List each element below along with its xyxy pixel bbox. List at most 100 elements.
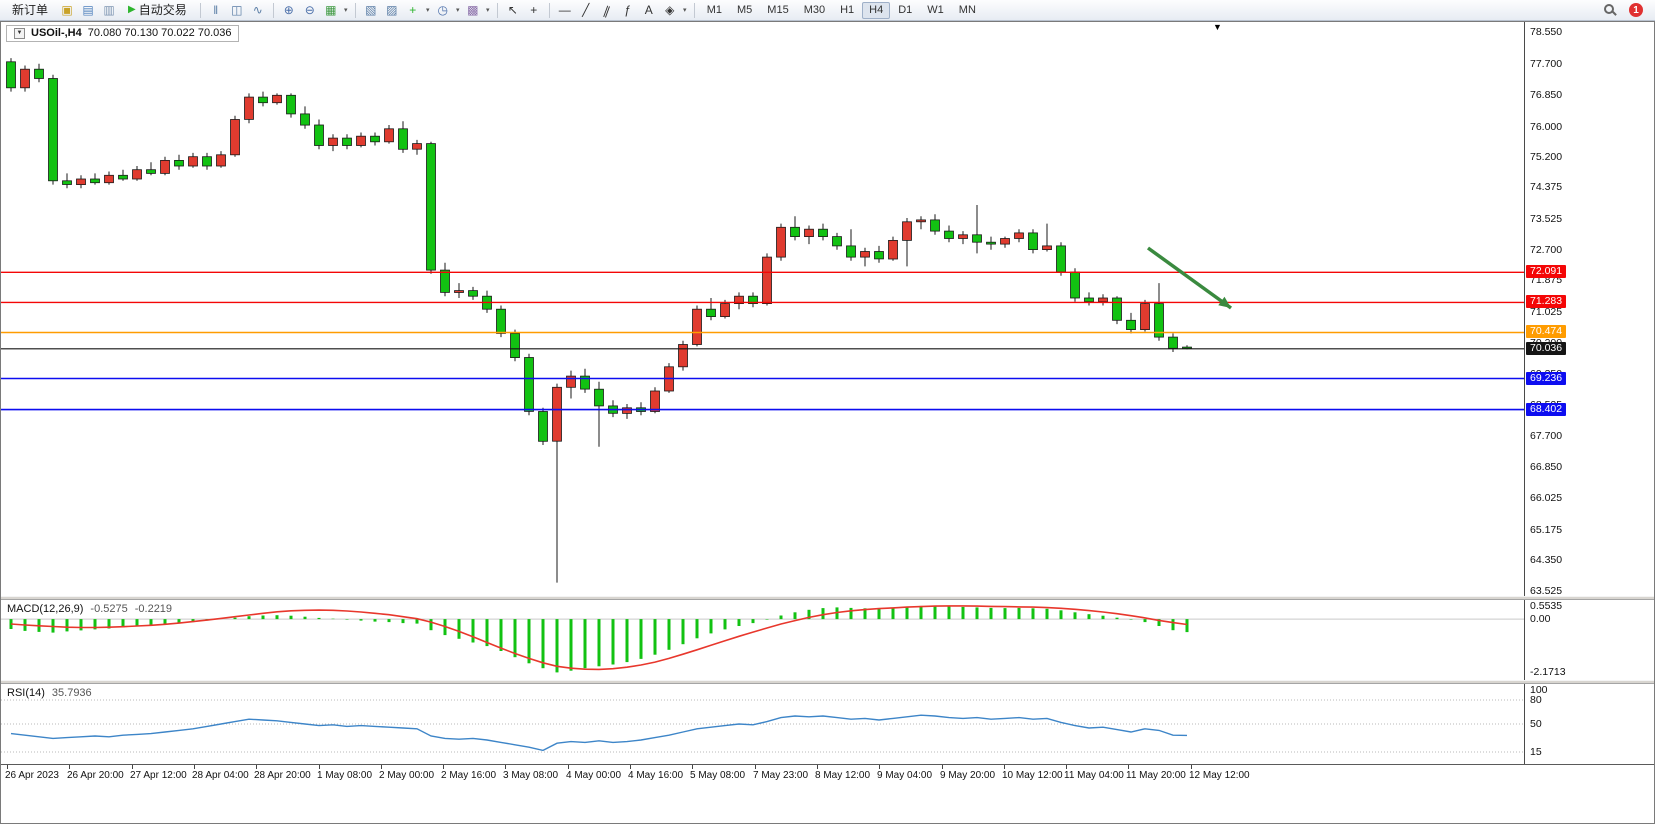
macd-axis-label: -2.1713 — [1530, 666, 1566, 678]
splitter-macd[interactable] — [1, 596, 1654, 600]
rsi-axis-label: 50 — [1530, 718, 1542, 730]
rsi-panel[interactable]: 100 80 50 15 RSI(14) 35.7936 — [1, 684, 1654, 764]
candlestick-chart-icon[interactable]: ◫ — [231, 3, 243, 17]
trend-arrow-head — [1218, 296, 1231, 308]
period-icon[interactable]: ◷ — [437, 3, 448, 17]
fibonacci-icon[interactable]: ƒ — [624, 3, 632, 17]
splitter-rsi[interactable] — [1, 680, 1654, 684]
cursor-icon[interactable]: ↖ — [507, 3, 518, 17]
toolbar-separator — [354, 2, 356, 18]
timeframe-m30[interactable]: M30 — [803, 3, 826, 16]
price-axis-label: 63.525 — [1530, 585, 1563, 597]
time-tick — [69, 765, 70, 769]
text-tool-icon[interactable]: A — [644, 3, 653, 17]
market-watch-icon[interactable]: ▤ — [82, 3, 94, 17]
chart-shift-marker[interactable]: ▼ — [1213, 22, 1222, 32]
navigator-icon[interactable]: ▥ — [103, 3, 115, 17]
time-label: 4 May 00:00 — [566, 770, 622, 781]
time-tick — [942, 765, 943, 769]
timeframe-m5[interactable]: M5 — [737, 3, 753, 16]
macd-label: MACD(12,26,9) -0.5275 -0.2219 — [7, 603, 172, 615]
time-label: 5 May 08:00 — [690, 770, 746, 781]
dropdown-caret-icon[interactable]: ▾ — [485, 7, 490, 14]
toolbar-separator — [272, 2, 274, 18]
time-label: 7 May 23:00 — [753, 770, 809, 781]
macd-signal-line — [10, 605, 1188, 671]
time-tick — [692, 765, 693, 769]
trendline-icon[interactable]: ╱ — [582, 3, 590, 17]
notification-badge[interactable]: 1 — [1629, 3, 1643, 17]
collapse-icon[interactable]: ▼ — [14, 27, 25, 39]
time-tick — [568, 765, 569, 769]
horizontal-line-icon[interactable]: — — [558, 3, 571, 17]
price-axis-label: 73.525 — [1530, 213, 1563, 225]
price-chart-svg[interactable] — [1, 22, 1524, 596]
dropdown-caret-icon[interactable]: ▾ — [455, 7, 460, 14]
price-axis-label: 65.175 — [1530, 524, 1563, 536]
bar-chart-icon[interactable]: ‖ — [213, 3, 219, 17]
time-tick — [1066, 765, 1067, 769]
price-axis-label: 66.025 — [1530, 492, 1563, 504]
macd-histogram — [9, 605, 1189, 673]
chart-title: ▼ USOil-,H4 70.080 70.130 70.022 70.036 — [6, 25, 240, 42]
price-axis-label: 67.700 — [1530, 430, 1563, 442]
macd-svg — [1, 605, 1524, 673]
price-chart-panel[interactable]: 78.550 77.700 76.850 76.000 75.200 74.375 73.5… — [1, 22, 1654, 597]
add-indicator-icon[interactable]: + — [409, 3, 417, 17]
timeframe-h1[interactable]: H1 — [840, 3, 855, 16]
dropdown-caret-icon[interactable]: ▾ — [343, 7, 348, 14]
rsi-axis-label: 100 — [1530, 684, 1548, 696]
rsi-axis[interactable]: 100 80 50 15 — [1524, 684, 1654, 764]
macd-axis-label: 0.00 — [1530, 613, 1551, 625]
timeframe-d1[interactable]: D1 — [898, 3, 913, 16]
zoom-out-icon[interactable]: ⊖ — [304, 3, 315, 17]
time-tick — [1128, 765, 1129, 769]
chart-window: 78.550 77.700 76.850 76.000 75.200 74.375 73.5… — [0, 21, 1655, 824]
zoom-in-icon[interactable]: ⊕ — [283, 3, 294, 17]
tile-windows-icon[interactable]: ▦ — [325, 3, 337, 17]
time-label: 9 May 04:00 — [877, 770, 933, 781]
macd-name: MACD(12,26,9) — [7, 603, 84, 615]
price-axis-label: 64.350 — [1530, 554, 1563, 566]
dropdown-caret-icon[interactable]: ▾ — [425, 7, 430, 14]
price-tag-69.236: 69.236 — [1526, 372, 1567, 385]
indicator-list-icon[interactable]: ▨ — [386, 3, 398, 17]
line-chart-icon[interactable]: ∿ — [252, 3, 263, 17]
search-icon[interactable] — [1604, 4, 1614, 14]
template-icon[interactable]: ▩ — [467, 3, 479, 17]
price-axis-label: 72.700 — [1530, 244, 1563, 256]
arrows-tool-icon[interactable]: ◈ — [665, 3, 675, 17]
price-axis-label: 77.700 — [1530, 58, 1563, 70]
dropdown-caret-icon[interactable]: ▾ — [682, 7, 687, 14]
timeframe-m15[interactable]: M15 — [767, 3, 789, 16]
channel-icon[interactable]: ∥ — [601, 2, 612, 18]
time-label: 26 Apr 2023 — [5, 770, 59, 781]
autotrade-button[interactable]: ▶ 自动交易 — [120, 0, 195, 21]
ohlc-values: 70.080 70.130 70.022 70.036 — [87, 27, 232, 39]
trend-arrow[interactable] — [1146, 246, 1233, 310]
time-axis[interactable]: 26 Apr 2023 26 Apr 20:00 27 Apr 12:00 28 Ap… — [1, 764, 1654, 782]
new-chart-icon[interactable]: ▣ — [61, 3, 73, 17]
macd-axis[interactable]: 0.5535 0.00 -2.1713 — [1524, 600, 1654, 680]
rsi-axis-label: 80 — [1530, 694, 1542, 706]
timeframe-w1[interactable]: W1 — [927, 3, 944, 16]
time-label: 28 Apr 20:00 — [254, 770, 311, 781]
time-label: 10 May 12:00 — [1002, 770, 1063, 781]
price-axis[interactable]: 78.550 77.700 76.850 76.000 75.200 74.375 73.5… — [1524, 22, 1654, 597]
macd-panel[interactable]: 0.5535 0.00 -2.1713 MACD(12,26,9) -0.5275 … — [1, 600, 1654, 680]
toolbar-separator — [496, 2, 498, 18]
time-label: 27 Apr 12:00 — [130, 770, 187, 781]
crosshair-icon[interactable]: + — [530, 3, 538, 17]
time-tick — [132, 765, 133, 769]
time-tick — [194, 765, 195, 769]
price-axis-label: 78.550 — [1530, 26, 1563, 38]
new-order-button[interactable]: 新订单 — [12, 3, 49, 17]
rsi-value: 35.7936 — [51, 687, 92, 699]
price-tag-70.036: 70.036 — [1526, 342, 1567, 355]
timeframe-m1[interactable]: M1 — [706, 3, 723, 16]
price-axis-label: 66.850 — [1530, 461, 1563, 473]
indicator-window-icon[interactable]: ▧ — [365, 3, 377, 17]
toolbar-separator — [693, 2, 695, 18]
timeframe-h4[interactable]: H4 — [862, 1, 891, 19]
timeframe-mn[interactable]: MN — [958, 3, 976, 16]
